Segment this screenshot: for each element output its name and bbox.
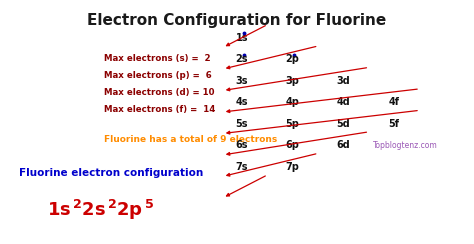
Text: 6p: 6p [285,140,300,150]
Text: Fluorine electron configuration: Fluorine electron configuration [19,168,203,178]
Text: 4d: 4d [336,97,350,107]
Text: 3p: 3p [285,76,300,86]
Text: Max electrons (d) = 10: Max electrons (d) = 10 [104,88,215,97]
Text: 5p: 5p [285,119,300,129]
Text: Topblogtenz.com: Topblogtenz.com [373,141,438,150]
Text: Electron Configuration for Fluorine: Electron Configuration for Fluorine [87,13,387,28]
Text: 6d: 6d [336,140,350,150]
Text: 4f: 4f [388,97,400,107]
Text: 5f: 5f [388,119,400,129]
Text: 3d: 3d [336,76,350,86]
Text: 7p: 7p [285,162,300,172]
Text: 4p: 4p [285,97,300,107]
Text: Fluorine has a total of 9 electrons: Fluorine has a total of 9 electrons [104,135,278,143]
Text: Max electrons (p) =  6: Max electrons (p) = 6 [104,71,212,80]
Text: 5s: 5s [236,119,248,129]
Text: 3s: 3s [236,76,248,86]
Text: 5d: 5d [336,119,350,129]
Text: Max electrons (f) =  14: Max electrons (f) = 14 [104,105,216,114]
Text: Max electrons (s) =  2: Max electrons (s) = 2 [104,54,211,63]
Text: 6s: 6s [236,140,248,150]
Text: 2p: 2p [285,54,300,64]
Text: 7s: 7s [236,162,248,172]
Text: 2s: 2s [236,54,248,64]
Text: 4s: 4s [236,97,248,107]
Text: 1s: 1s [236,33,248,43]
Text: $\mathbf{1s^{\,2}2s^{\,2}2p^{\,5}}$: $\mathbf{1s^{\,2}2s^{\,2}2p^{\,5}}$ [47,198,155,222]
